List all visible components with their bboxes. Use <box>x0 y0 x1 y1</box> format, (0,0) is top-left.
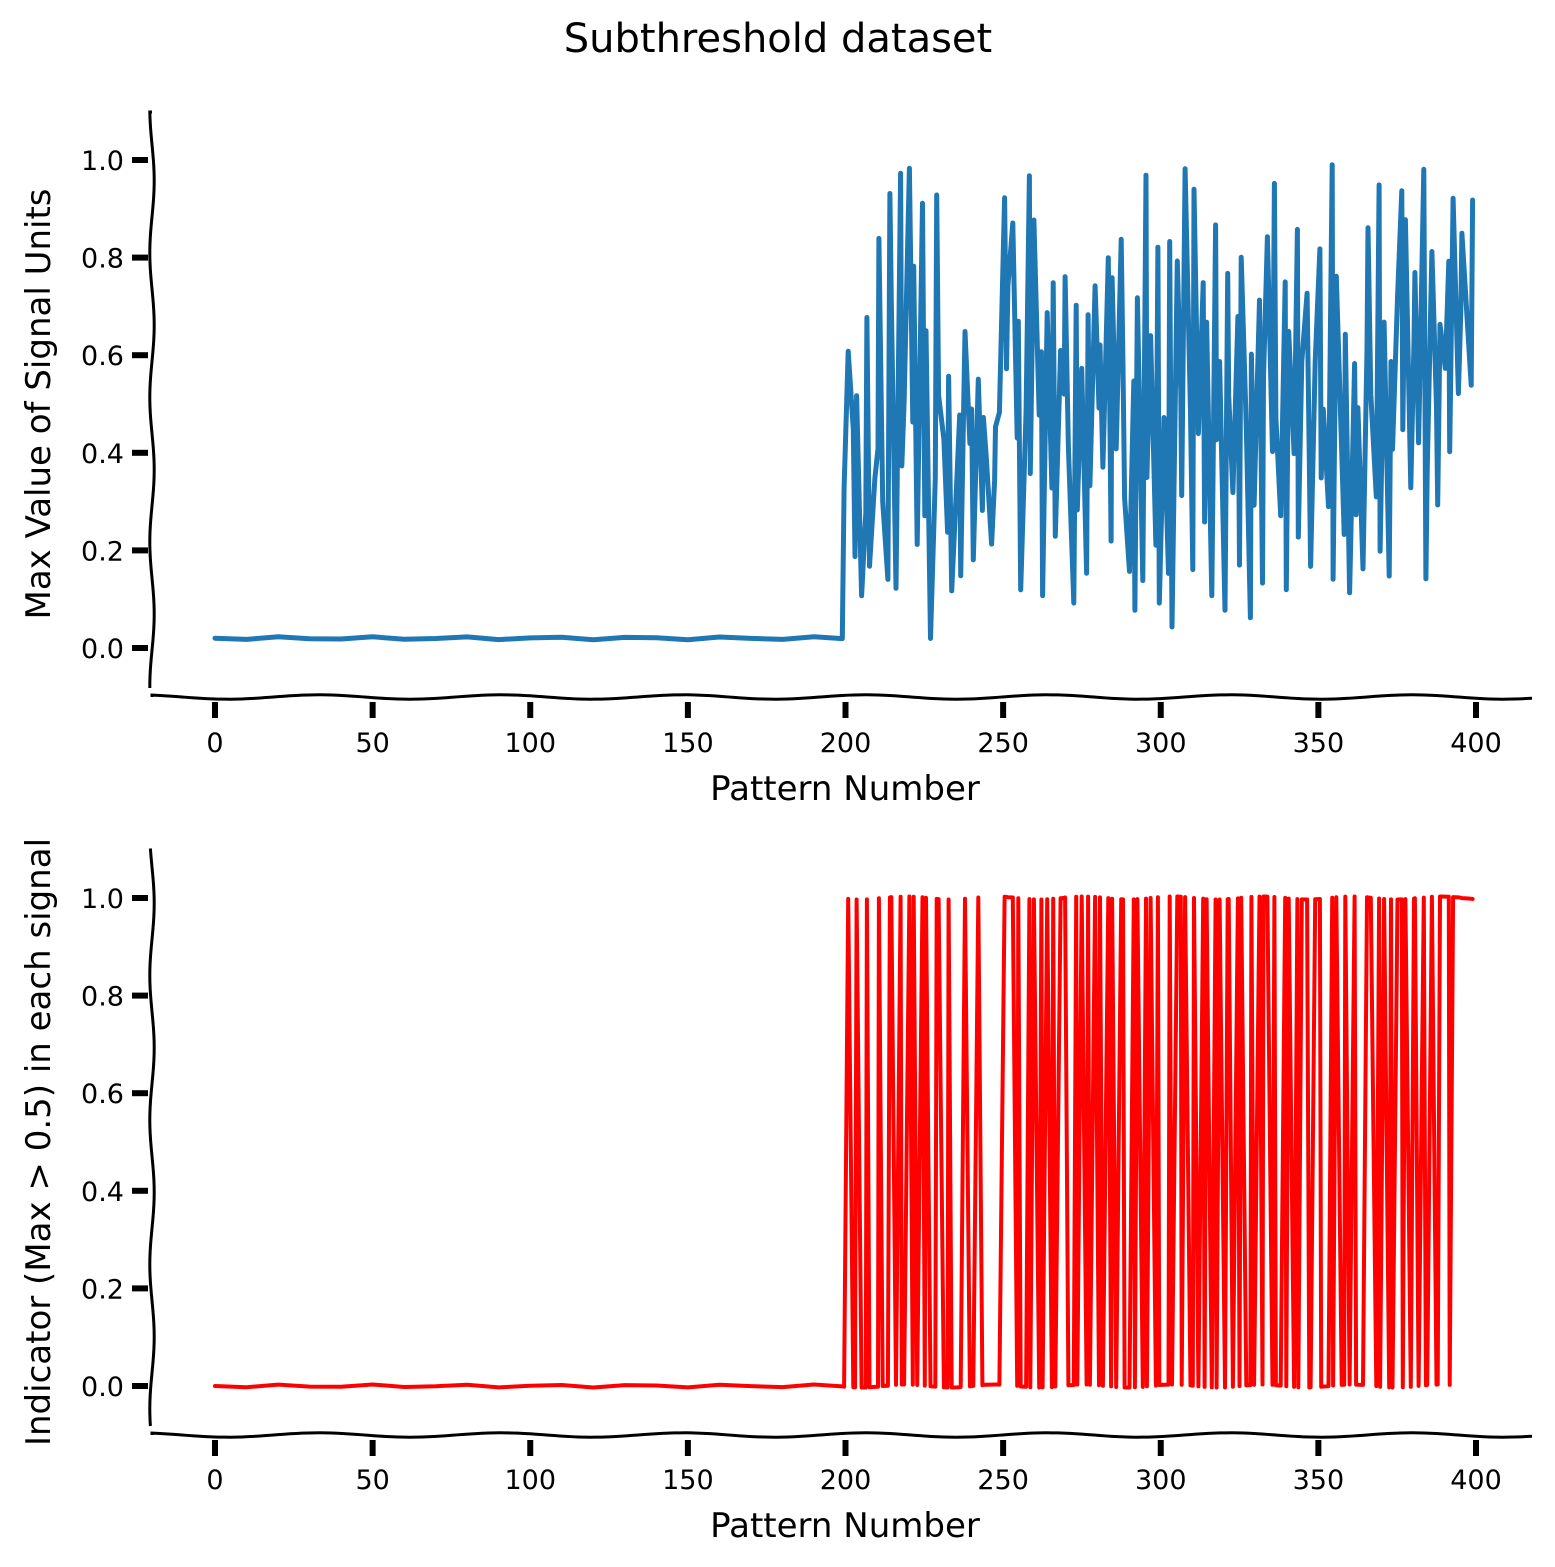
x-tick-label: 100 <box>504 728 556 759</box>
top-panel: 0.0 0.2 0.4 0.6 0.8 1.0 0 50 100 150 200 250 300 350 4… <box>19 110 1533 809</box>
x-tick-label: 50 <box>355 1465 389 1496</box>
series-line <box>212 162 1476 643</box>
y-tick-label: 0.4 <box>81 1177 124 1208</box>
y-tick-label: 0.8 <box>81 982 124 1013</box>
y-tick-label: 0.2 <box>81 1274 124 1305</box>
top-x-axis-label: Pattern Number <box>710 769 980 809</box>
x-tick-label: 200 <box>820 728 872 759</box>
y-tick-label: 1.0 <box>81 146 124 177</box>
x-tick-label: 0 <box>206 728 223 759</box>
bottom-axes: 0.0 0.2 0.4 0.6 0.8 1.0 0 50 100 150 200 250 300 350 4… <box>81 848 1533 1496</box>
y-tick-label: 0.8 <box>81 244 124 275</box>
y-tick-label: 0.6 <box>81 341 124 372</box>
x-tick-label: 150 <box>662 728 714 759</box>
x-tick-label: 300 <box>1135 1465 1187 1496</box>
x-tick-label: 300 <box>1135 728 1187 759</box>
x-tick-label: 350 <box>1293 728 1345 759</box>
y-tick-label: 1.0 <box>81 884 124 915</box>
x-tick-label: 200 <box>820 1465 872 1496</box>
y-tick-label: 0.4 <box>81 439 124 470</box>
x-tick-label: 150 <box>662 1465 714 1496</box>
x-tick-label: 400 <box>1450 728 1502 759</box>
series-line <box>213 894 1475 1390</box>
top-axes: 0.0 0.2 0.4 0.6 0.8 1.0 0 50 100 150 200 250 300 350 4… <box>81 110 1533 759</box>
x-tick-label: 0 <box>206 1465 223 1496</box>
y-tick-label: 0.2 <box>81 536 124 567</box>
x-tick-label: 250 <box>977 728 1029 759</box>
x-tick-label: 350 <box>1293 1465 1345 1496</box>
y-tick-label: 0.6 <box>81 1079 124 1110</box>
y-tick-label: 0.0 <box>81 634 124 665</box>
top-y-axis-label: Max Value of Signal Units <box>19 188 59 619</box>
x-tick-label: 100 <box>504 1465 556 1496</box>
bottom-x-axis-label: Pattern Number <box>710 1506 980 1546</box>
bottom-panel: 0.0 0.2 0.4 0.6 0.8 1.0 0 50 100 150 200 250 300 350 4… <box>19 838 1533 1546</box>
y-axis-spine <box>148 110 156 689</box>
y-axis-spine <box>148 848 156 1427</box>
bottom-y-axis-label: Indicator (Max > 0.5) in each signal <box>19 838 59 1446</box>
top-plot-area <box>212 162 1476 643</box>
bottom-plot-area <box>213 894 1475 1390</box>
y-tick-label: 0.0 <box>81 1372 124 1403</box>
x-axis-spine <box>150 693 1533 701</box>
x-axis-spine <box>150 1431 1533 1439</box>
figure-title: Subthreshold dataset <box>564 16 992 62</box>
x-tick-label: 400 <box>1450 1465 1502 1496</box>
x-tick-label: 50 <box>355 728 389 759</box>
x-tick-label: 250 <box>977 1465 1029 1496</box>
